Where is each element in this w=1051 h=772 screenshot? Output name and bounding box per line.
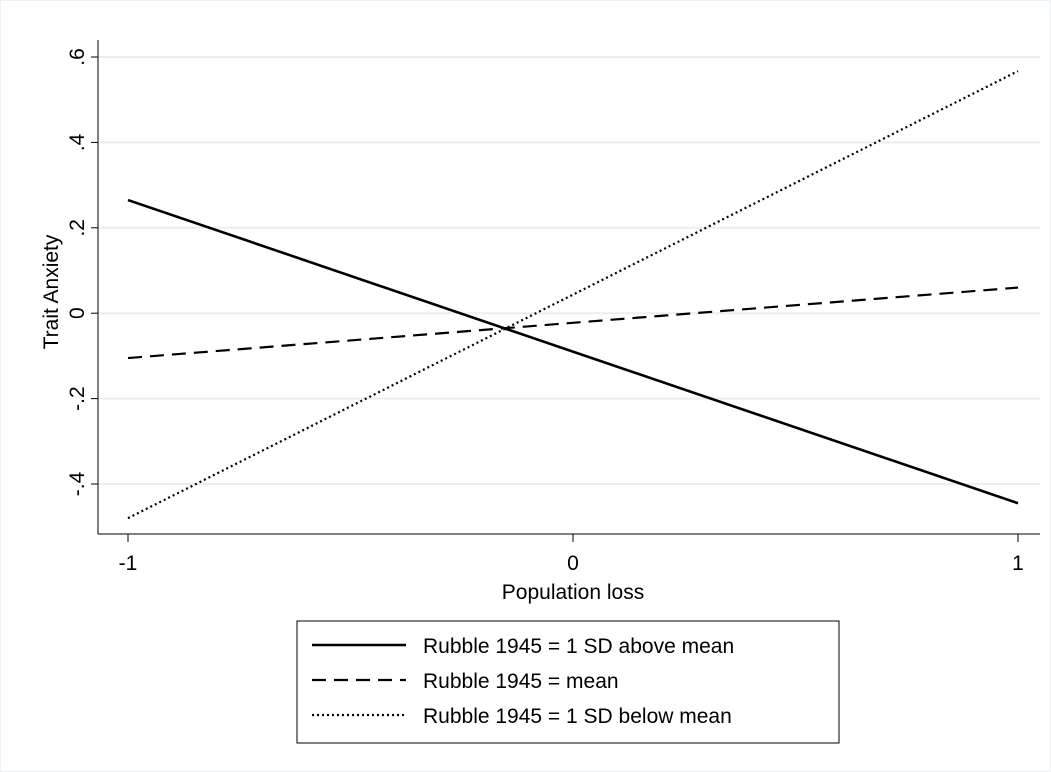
series-line-1 — [127, 198, 1019, 505]
series-line-2 — [127, 286, 1019, 360]
legend-label-3: Rubble 1945 = 1 SD below mean — [423, 705, 732, 728]
legend: Rubble 1945 = 1 SD above mean Rubble 1945… — [296, 620, 840, 744]
x-ticks: -1 0 1 — [119, 534, 1024, 575]
y-tick-label: .4 — [66, 133, 89, 151]
y-tick-label: 0 — [66, 307, 89, 319]
series — [127, 70, 1019, 520]
axes — [97, 40, 1040, 535]
legend-box — [296, 620, 840, 744]
y-ticks: -.4 -.2 0 .2 .4 .6 — [66, 48, 98, 496]
y-tick-label: .2 — [66, 219, 89, 237]
x-axis-label: Population loss — [502, 581, 644, 604]
y-tick-label: -.4 — [66, 471, 89, 496]
legend-label-2: Rubble 1945 = mean — [423, 670, 619, 693]
y-axis-label: Trait Anxiety — [40, 234, 63, 349]
series-line-3 — [127, 70, 1019, 520]
grid — [99, 56, 1040, 485]
x-tick-label: -1 — [119, 552, 138, 575]
y-tick-label: -.2 — [66, 386, 89, 411]
x-tick-label: 0 — [567, 552, 579, 575]
legend-label-1: Rubble 1945 = 1 SD above mean — [423, 635, 734, 658]
y-tick-label: .6 — [66, 48, 89, 66]
x-tick-label: 1 — [1012, 552, 1024, 575]
